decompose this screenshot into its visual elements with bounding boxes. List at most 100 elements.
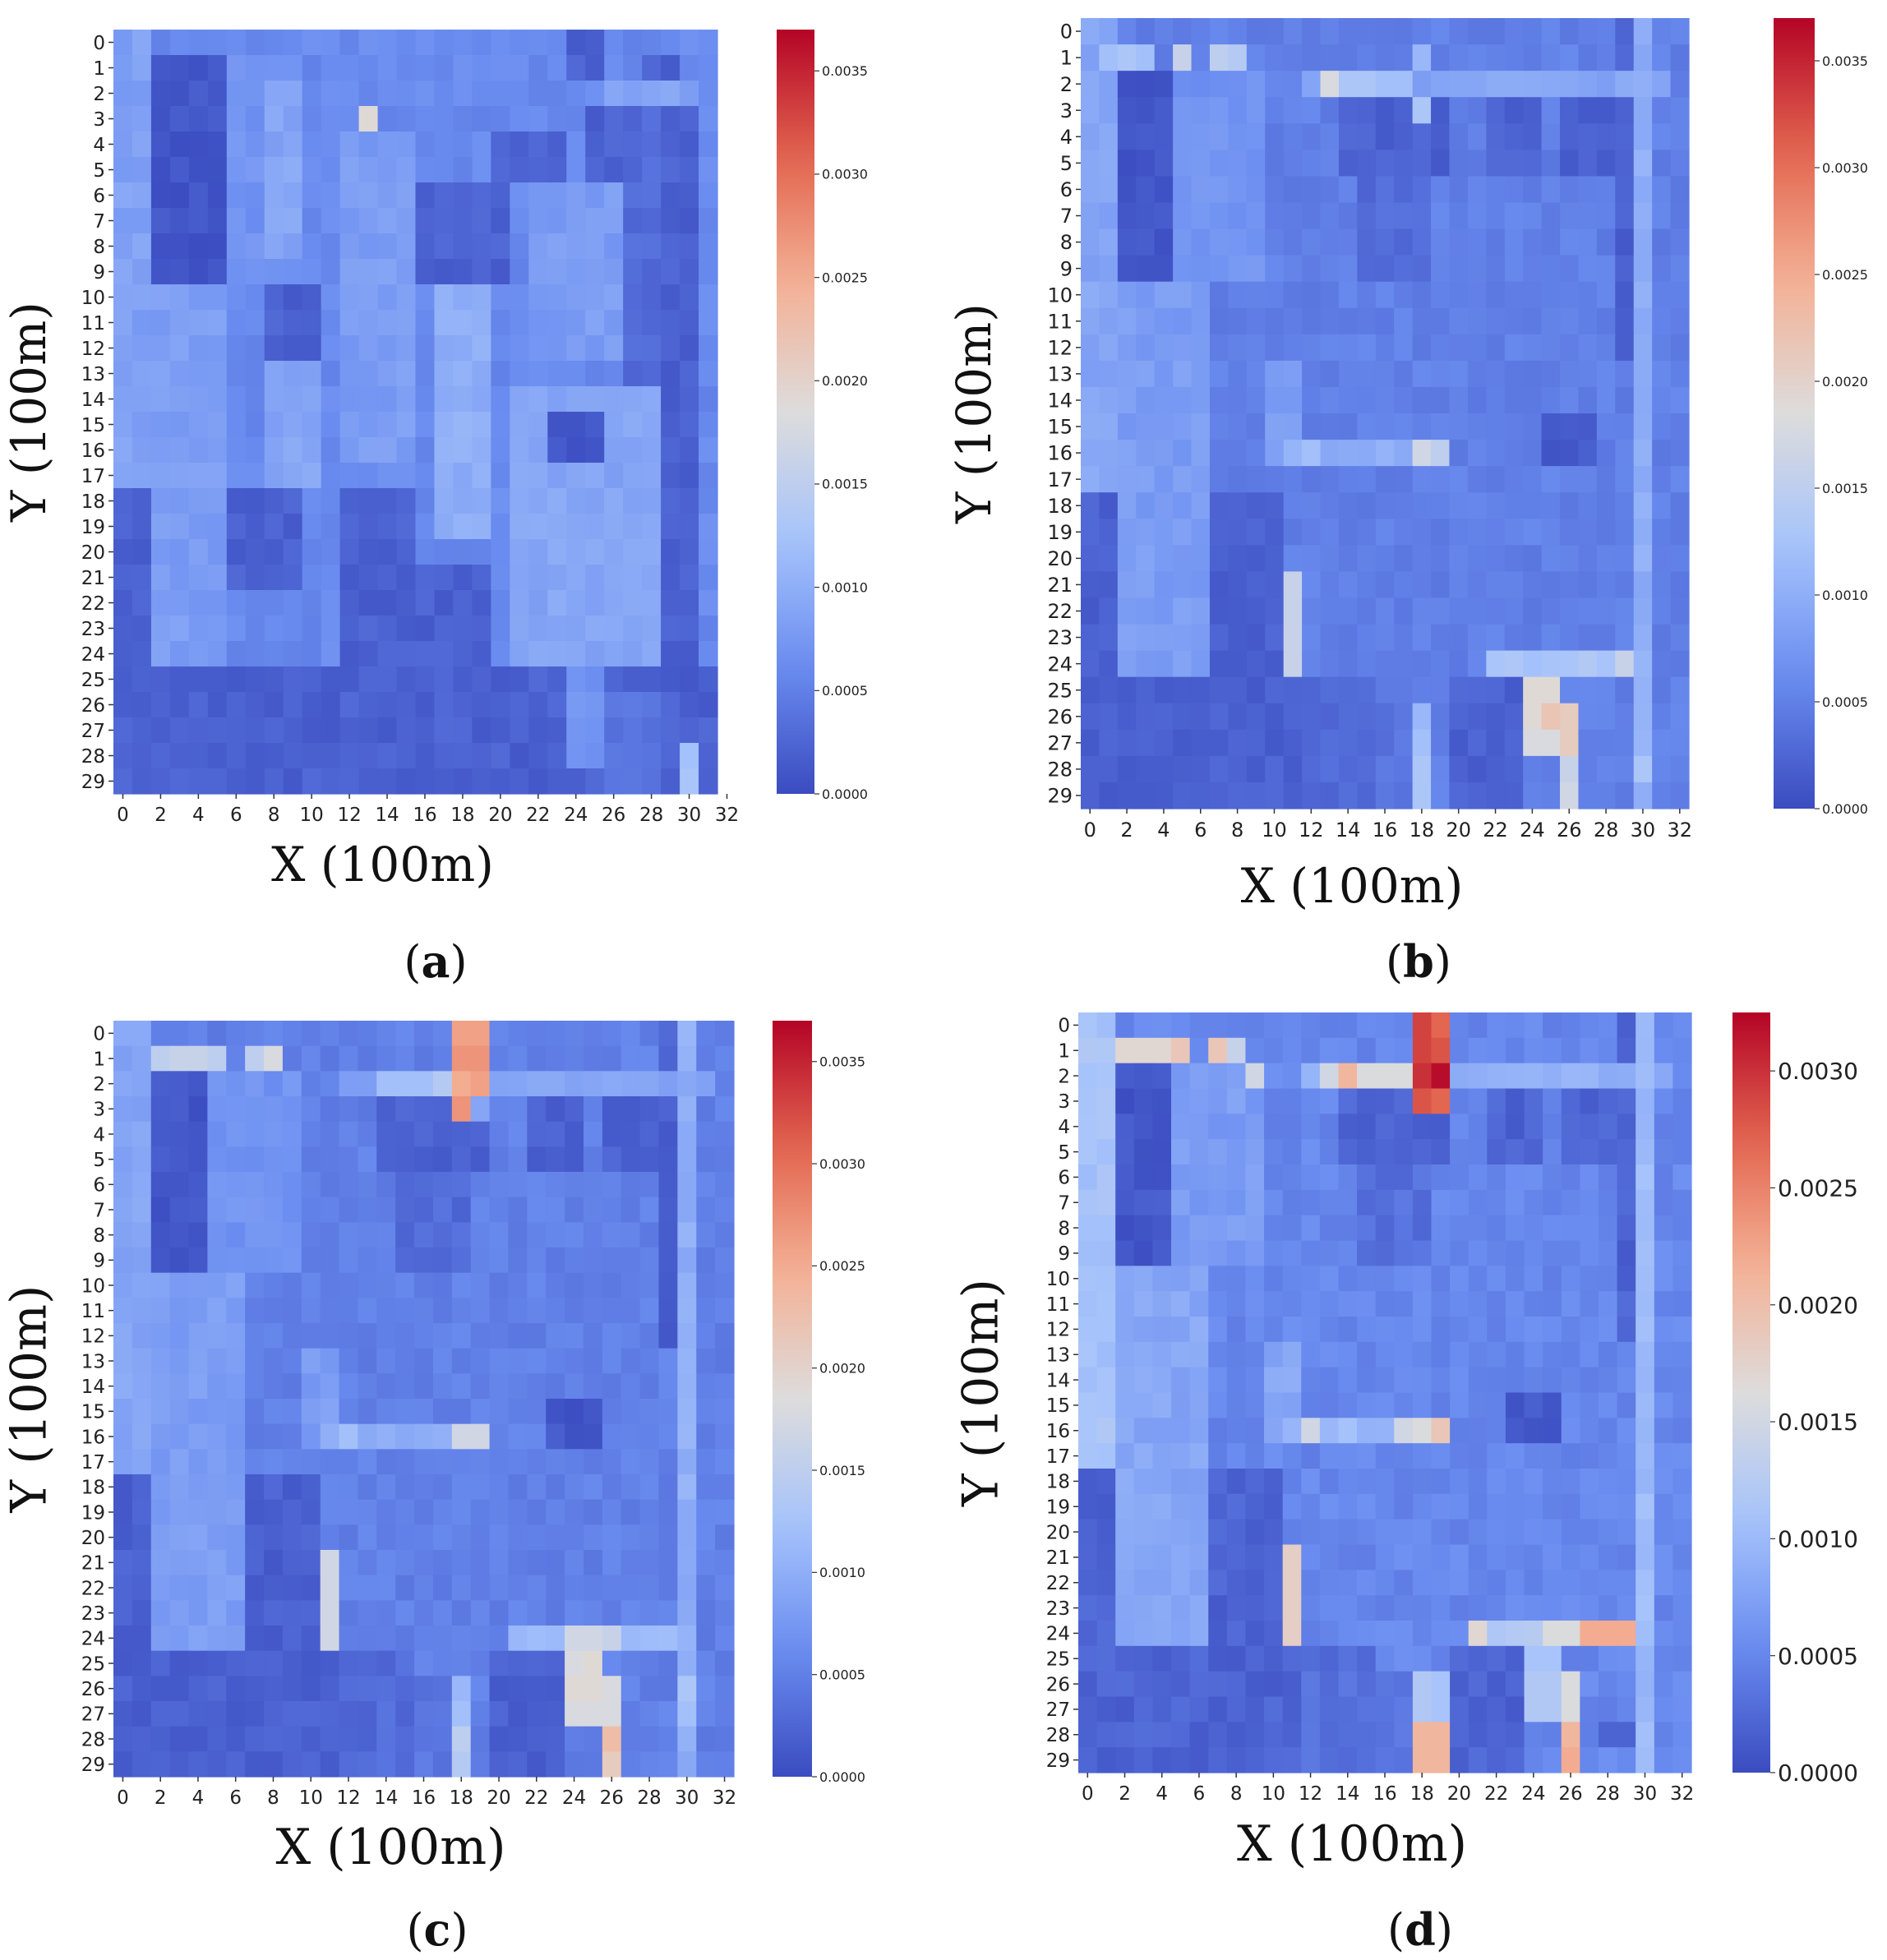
heatmap-cell xyxy=(1136,18,1156,45)
heatmap-cell xyxy=(658,1247,678,1274)
heatmap-cell xyxy=(1412,1063,1433,1090)
heatmap-cell xyxy=(1338,1164,1358,1191)
heatmap-cell xyxy=(583,1071,603,1097)
heatmap-cell xyxy=(1652,650,1672,678)
heatmap-cell xyxy=(1467,755,1487,783)
heatmap-cell xyxy=(1596,729,1616,757)
heatmap-cell xyxy=(1189,1443,1209,1469)
heatmap-cell xyxy=(396,412,417,438)
heatmap-cell xyxy=(150,692,171,718)
heatmap-cell xyxy=(602,1701,622,1727)
heatmap-cell xyxy=(339,565,360,591)
heatmap-cell xyxy=(1449,255,1469,283)
heatmap-cell xyxy=(1265,413,1285,440)
heatmap-cell xyxy=(621,1726,641,1752)
heatmap-cell xyxy=(1133,1266,1154,1292)
heatmap-cell xyxy=(1670,44,1690,71)
heatmap-cell xyxy=(282,1676,302,1702)
heatmap-cell xyxy=(1081,624,1100,652)
heatmap-cell xyxy=(680,208,699,234)
heatmap-cell xyxy=(414,1373,434,1400)
heatmap-cell xyxy=(320,1222,340,1248)
heatmap-cell xyxy=(1394,466,1414,493)
heatmap-cell xyxy=(1467,492,1487,519)
heatmap-cell xyxy=(1208,1317,1228,1343)
heatmap-cell xyxy=(661,412,681,438)
heatmap-cell xyxy=(1617,1392,1636,1418)
heatmap-cell xyxy=(1115,1469,1135,1495)
heatmap-cell xyxy=(1412,1164,1433,1191)
heatmap-cell xyxy=(1543,1240,1562,1266)
heatmap-cell xyxy=(1375,1671,1395,1698)
heatmap-cell xyxy=(661,361,681,387)
heatmap-cell xyxy=(1265,676,1285,704)
heatmap-cell xyxy=(1136,44,1156,71)
heatmap-cell xyxy=(546,1298,565,1324)
heatmap-cell xyxy=(1096,1037,1116,1064)
heatmap-cell xyxy=(1412,1367,1433,1394)
heatmap-cell xyxy=(432,1272,453,1298)
heatmap-cell xyxy=(1228,545,1248,572)
x-tick-label: 28 xyxy=(1596,1783,1620,1805)
heatmap-cell xyxy=(510,30,529,56)
heatmap-cell xyxy=(1338,123,1358,150)
heatmap-cell xyxy=(1357,228,1377,256)
heatmap-cell xyxy=(1246,571,1266,599)
heatmap-cell xyxy=(245,106,265,132)
heatmap-cell xyxy=(1504,519,1524,546)
heatmap-cell xyxy=(1394,44,1414,71)
heatmap-cell xyxy=(1412,1317,1433,1343)
heatmap-cell xyxy=(321,666,341,693)
heatmap-cell xyxy=(358,1146,377,1173)
heatmap-cell xyxy=(642,590,662,616)
heatmap-cell xyxy=(1283,440,1303,467)
heatmap-cell xyxy=(1524,1493,1543,1520)
heatmap-cell xyxy=(1283,492,1303,519)
heatmap-cell xyxy=(1636,1164,1655,1191)
heatmap-cell xyxy=(1264,1291,1284,1317)
heatmap-cell xyxy=(1357,123,1377,150)
heatmap-cell xyxy=(1302,492,1322,519)
heatmap-cell xyxy=(472,233,491,260)
heatmap-cell xyxy=(1320,97,1340,124)
heatmap-cell xyxy=(1173,703,1193,731)
heatmap-cell xyxy=(320,1575,340,1601)
heatmap-cell xyxy=(1357,1418,1377,1444)
heatmap-cell xyxy=(696,1499,716,1525)
heatmap-cell xyxy=(1524,1291,1543,1317)
heatmap-cell xyxy=(677,1550,697,1576)
heatmap-cell xyxy=(1171,1570,1191,1596)
heatmap-cell xyxy=(188,1575,208,1601)
heatmap-cell xyxy=(1152,1037,1172,1064)
heatmap-cell xyxy=(376,1701,396,1727)
heatmap-cell xyxy=(432,1399,453,1425)
y-tick-label: 10 xyxy=(81,1275,105,1297)
heatmap-cell xyxy=(245,1626,265,1652)
heatmap-cell xyxy=(621,1045,641,1072)
heatmap-cell xyxy=(377,641,398,667)
heatmap-cell xyxy=(320,1071,340,1097)
heatmap-cell xyxy=(414,1474,434,1501)
heatmap-cell xyxy=(1652,782,1672,809)
heatmap-cell xyxy=(1468,1747,1488,1773)
heatmap-cell xyxy=(377,233,398,260)
heatmap-cell xyxy=(434,768,454,795)
heatmap-cell xyxy=(1338,1215,1358,1242)
heatmap-cell xyxy=(602,1373,622,1400)
heatmap-cell xyxy=(169,743,190,769)
heatmap-cell xyxy=(245,1650,265,1676)
heatmap-cell xyxy=(1598,1469,1618,1495)
heatmap-cell xyxy=(1450,1114,1469,1140)
heatmap-cell xyxy=(169,361,190,387)
heatmap-cell xyxy=(150,1423,171,1450)
heatmap-cell xyxy=(1099,703,1119,731)
heatmap-cell xyxy=(1282,1189,1302,1216)
heatmap-cell xyxy=(1246,307,1266,335)
heatmap-cell xyxy=(282,1600,302,1626)
heatmap-cell xyxy=(1357,1291,1377,1317)
heatmap-cell xyxy=(245,590,265,616)
heatmap-cell xyxy=(339,1096,359,1123)
heatmap-cell xyxy=(583,1449,603,1475)
heatmap-cell xyxy=(1394,413,1414,440)
heatmap-cell xyxy=(491,386,510,413)
